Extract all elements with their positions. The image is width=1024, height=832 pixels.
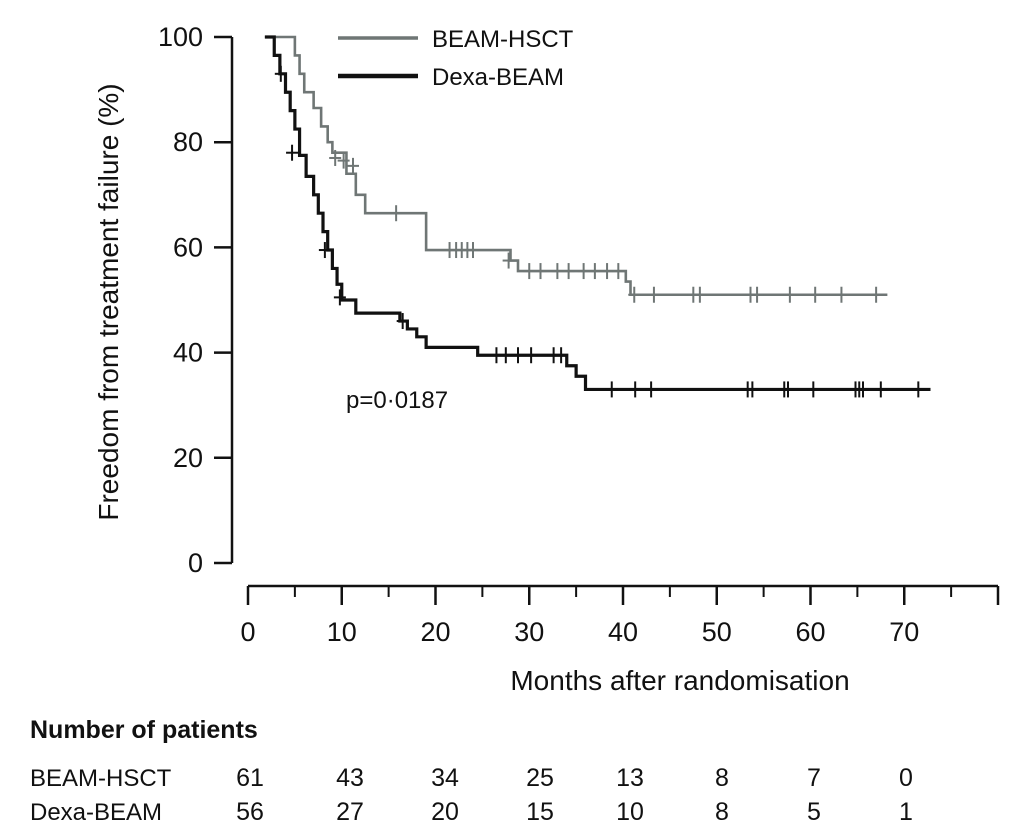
y-axis-title: Freedom from treatment failure (%) (93, 83, 124, 520)
risk-count: 56 (236, 798, 264, 826)
x-axis: 0 10 20 30 40 50 60 70 (240, 584, 1000, 647)
p-value-annotation: p=0·0187 (346, 387, 448, 414)
x-tick-label: 70 (889, 617, 919, 647)
risk-row-label: BEAM-HSCT (30, 765, 172, 792)
risk-count: 8 (715, 798, 729, 826)
risk-count: 34 (431, 764, 459, 792)
risk-count: 43 (336, 764, 364, 792)
risk-table-title: Number of patients (30, 716, 258, 744)
x-tick-label: 0 (240, 617, 255, 647)
x-tick-label: 60 (795, 617, 825, 647)
risk-count: 27 (336, 798, 364, 826)
risk-count: 7 (807, 764, 821, 792)
risk-count: 61 (236, 764, 264, 792)
risk-count: 20 (431, 798, 459, 826)
risk-table: Number of patients BEAM-HSCT 61 43 34 25 13 8 7… (30, 716, 913, 826)
series-dexa-beam (264, 35, 931, 398)
risk-count: 5 (807, 798, 821, 826)
legend-label: Dexa-BEAM (432, 64, 564, 91)
risk-count: 8 (715, 764, 729, 792)
x-tick-label: 10 (327, 617, 357, 647)
y-tick-label: 20 (173, 443, 203, 473)
risk-count: 1 (899, 798, 913, 826)
series-line (264, 35, 888, 297)
series-beam-hsct (264, 35, 888, 303)
risk-count: 15 (526, 798, 554, 826)
y-tick-label: 60 (173, 232, 203, 262)
risk-count: 0 (899, 764, 913, 792)
x-tick-label: 30 (514, 617, 544, 647)
series-line (264, 35, 931, 392)
legend: BEAM-HSCT Dexa-BEAM (338, 26, 574, 91)
y-axis: 0 20 40 60 80 100 (158, 22, 234, 578)
x-axis-title: Months after randomisation (510, 665, 849, 696)
x-tick-label: 20 (420, 617, 450, 647)
y-tick-label: 100 (158, 22, 203, 52)
risk-count: 10 (616, 798, 644, 826)
risk-count: 13 (616, 764, 644, 792)
y-tick-label: 80 (173, 127, 203, 157)
series-group (264, 35, 931, 398)
y-tick-label: 40 (173, 338, 203, 368)
y-tick-label: 0 (188, 548, 203, 578)
risk-count: 25 (526, 764, 554, 792)
risk-row-label: Dexa-BEAM (30, 799, 162, 826)
legend-label: BEAM-HSCT (432, 26, 574, 53)
x-tick-label: 40 (608, 617, 638, 647)
x-tick-label: 50 (702, 617, 732, 647)
